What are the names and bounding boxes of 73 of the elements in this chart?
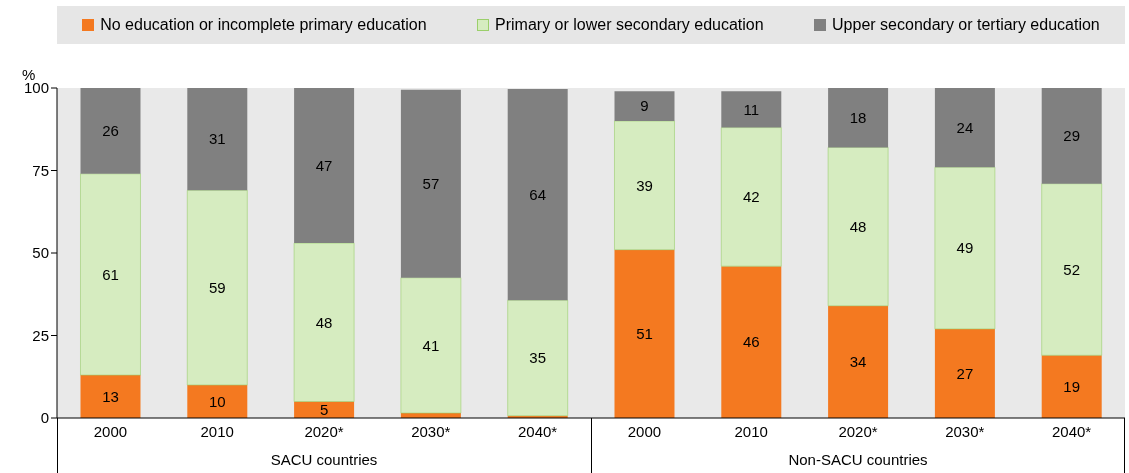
data-label: 24 [956, 118, 974, 136]
bar [614, 91, 675, 121]
y-tick-label: 50 [32, 244, 49, 262]
data-label: 42 [742, 188, 760, 206]
x-tick-label: 2030* [945, 422, 985, 440]
bar [828, 88, 889, 148]
data-label: 51 [636, 325, 653, 343]
bar [721, 127, 782, 267]
bar [614, 249, 675, 418]
legend-label: No education or incomplete primary education [100, 16, 427, 34]
bar [80, 88, 141, 174]
data-label: 18 [849, 108, 867, 126]
bar [507, 299, 568, 416]
bar [827, 147, 889, 307]
bar [1041, 355, 1102, 418]
x-tick-label: 2020* [304, 422, 344, 440]
x-tick-label: 2030* [411, 422, 451, 440]
data-label: 59 [208, 278, 226, 296]
x-tick-label: 2010 [200, 422, 234, 440]
y-tick-label: 75 [32, 161, 49, 179]
data-label: 64 [529, 185, 547, 203]
data-label: 29 [1063, 127, 1081, 145]
legend-label: Upper secondary or tertiary education [832, 16, 1100, 34]
x-tick-label: 2010 [734, 422, 768, 440]
bar [614, 120, 675, 250]
bar [400, 89, 461, 278]
bar [187, 190, 248, 386]
data-label: 5 [319, 401, 329, 418]
x-tick-label: 2020* [838, 422, 878, 440]
data-label: 57 [422, 174, 440, 192]
data-label: 41 [422, 336, 440, 354]
text: SACU countries [269, 451, 379, 468]
data-label: 26 [102, 122, 119, 140]
x-tick-label: 2040* [1051, 422, 1092, 440]
bar [828, 305, 889, 418]
data-label: 47 [315, 156, 333, 174]
data-label: 31 [208, 130, 226, 148]
y-tick-label: 25 [32, 326, 49, 344]
bar [1041, 88, 1102, 184]
bar [934, 328, 995, 418]
data-label: 52 [1063, 260, 1081, 278]
data-label: 39 [636, 176, 653, 194]
bar [1041, 183, 1102, 356]
bar [187, 88, 248, 191]
y-tick-label: 0 [40, 409, 49, 427]
legend-label: Primary or lower secondary education [495, 16, 764, 34]
text: Non-SACU countries [787, 451, 929, 468]
bar [934, 166, 996, 330]
data-label: 11 [743, 100, 760, 118]
bar [507, 88, 568, 301]
data-label: 35 [529, 349, 547, 367]
bar [721, 266, 782, 418]
bar [400, 277, 462, 414]
x-tick-label: 2000 [627, 422, 662, 440]
bar [80, 173, 141, 376]
data-label: 19 [1063, 377, 1081, 395]
data-label: 34 [849, 353, 867, 371]
bar [721, 91, 782, 128]
bar [294, 88, 355, 244]
bar [934, 88, 995, 168]
data-label: 49 [956, 239, 974, 257]
x-tick-label: 2000 [93, 422, 128, 440]
data-label: 46 [742, 333, 760, 351]
bar [80, 375, 141, 418]
x-tick-label: 2040* [517, 422, 558, 440]
data-label: 27 [956, 364, 974, 382]
data-label: 13 [102, 387, 119, 405]
bar [293, 242, 355, 402]
data-label: 48 [849, 217, 867, 235]
data-label: 9 [640, 97, 649, 115]
data-label: 61 [102, 265, 119, 283]
data-label: 48 [315, 313, 333, 331]
data-label: 10 [208, 392, 226, 410]
